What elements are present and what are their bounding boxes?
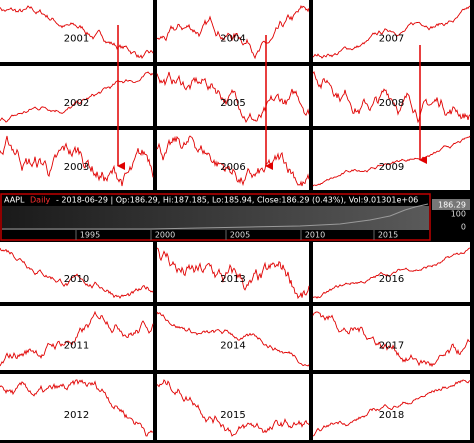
price-line bbox=[312, 311, 471, 368]
price-box bbox=[432, 199, 470, 210]
panel bbox=[313, 130, 470, 190]
x-label: 1995 bbox=[80, 231, 100, 240]
top-grid: 2001 2004 2007 2002 2005 2008 2003 2006 2009 bbox=[0, 0, 471, 190]
year-label: 2011 bbox=[64, 341, 89, 352]
price-line bbox=[0, 5, 154, 59]
strip-chart bbox=[2, 206, 429, 230]
year-label: 2015 bbox=[220, 410, 245, 421]
x-label: 2015 bbox=[378, 231, 398, 240]
price-line bbox=[0, 310, 154, 367]
details: - 2018-06-29 | Op:186.29, Hi:187.185, Lo… bbox=[56, 196, 418, 205]
panel bbox=[157, 242, 309, 302]
price-line bbox=[312, 5, 471, 59]
year-label: 2005 bbox=[220, 98, 245, 109]
panel bbox=[157, 374, 309, 440]
price-line bbox=[0, 71, 154, 123]
price-line bbox=[156, 379, 310, 437]
price-line bbox=[156, 71, 310, 124]
panel bbox=[157, 130, 309, 190]
panel bbox=[157, 66, 309, 126]
panel bbox=[0, 0, 153, 62]
ticker-strip: AAPL Daily - 2018-06-29 | Op:186.29, Hi:… bbox=[0, 193, 474, 241]
panel bbox=[313, 0, 470, 62]
axis-label: 0 bbox=[461, 223, 466, 232]
arrows bbox=[117, 25, 427, 170]
price-line bbox=[312, 70, 471, 124]
year-label: 2012 bbox=[64, 410, 89, 421]
panel bbox=[313, 242, 470, 302]
price-line bbox=[0, 379, 154, 437]
year-label: 2008 bbox=[379, 98, 404, 109]
strip-line bbox=[2, 203, 429, 230]
interval: Daily bbox=[30, 196, 51, 205]
panel bbox=[313, 66, 470, 126]
bottom-grid: 2010 2013 2016 2011 2014 2017 2012 2015 2018 bbox=[0, 242, 471, 440]
price-line bbox=[0, 247, 154, 299]
panel bbox=[0, 242, 153, 302]
year-label: 2007 bbox=[379, 33, 404, 44]
panel bbox=[0, 374, 153, 440]
panel bbox=[157, 306, 309, 370]
year-label: 2006 bbox=[220, 162, 245, 173]
x-label: 2010 bbox=[305, 231, 325, 240]
year-label: 2018 bbox=[379, 410, 404, 421]
panel bbox=[157, 0, 309, 62]
year-label: 2001 bbox=[64, 33, 89, 44]
year-label: 2009 bbox=[379, 162, 404, 173]
symbol: AAPL bbox=[4, 196, 25, 205]
year-label: 2016 bbox=[379, 274, 404, 285]
price-line bbox=[156, 4, 310, 60]
panel bbox=[0, 130, 153, 190]
price-line bbox=[156, 247, 310, 300]
year-label: 2003 bbox=[64, 162, 89, 173]
price-line bbox=[312, 135, 471, 187]
axis-label: 100 bbox=[451, 210, 466, 219]
panel bbox=[0, 66, 153, 126]
year-label: 2014 bbox=[220, 341, 245, 352]
price-line bbox=[0, 135, 154, 187]
strip-frame bbox=[0, 193, 431, 241]
year-label: 2010 bbox=[64, 274, 89, 285]
price-line bbox=[312, 247, 471, 299]
year-label: 2017 bbox=[379, 341, 404, 352]
last-price: 186.29 bbox=[438, 201, 466, 210]
year-label: 2004 bbox=[220, 33, 245, 44]
price-line bbox=[156, 135, 310, 187]
panel bbox=[313, 306, 470, 370]
price-line bbox=[312, 379, 471, 437]
panel bbox=[0, 306, 153, 370]
year-label: 2013 bbox=[220, 274, 245, 285]
x-label: 2000 bbox=[155, 231, 175, 240]
x-label: 2005 bbox=[230, 231, 250, 240]
price-line bbox=[156, 311, 310, 367]
year-label: 2002 bbox=[64, 98, 89, 109]
panel bbox=[313, 374, 470, 440]
